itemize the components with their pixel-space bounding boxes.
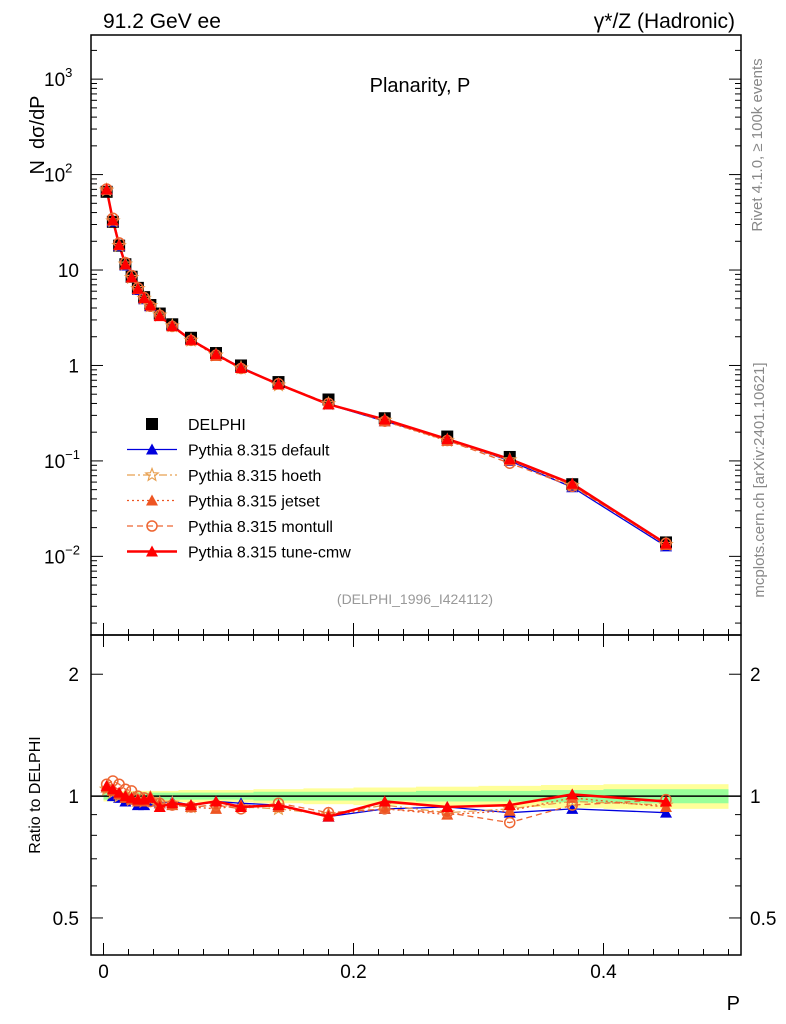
y-tick-exponent: 2 [65,161,72,176]
ratio-y-tick-label-left: 1 [68,787,79,808]
plot-title: Planarity, P [370,75,471,97]
series-ratio-point [378,795,391,807]
series-point [235,362,247,374]
x-tick-label: 0 [98,962,109,983]
x-axis-label: P [727,993,740,1015]
ratio-y-tick-label-right: 2 [750,665,761,686]
series-ratio-point [660,795,672,807]
series-ratio-point [100,779,113,791]
header-left: 91.2 GeV ee [103,10,221,33]
y-axis-label: N dσ/dP [27,95,49,174]
series-point [660,537,672,549]
y-tick-exponent: −1 [65,447,80,462]
series-ratio-point [210,795,222,807]
ratio-y-tick-label-left: 2 [68,665,79,686]
legend-label: Pythia 8.315 default [188,443,330,460]
series-ratio-point [113,786,126,798]
legend-label: DELPHI [188,417,246,434]
y-tick-label: 1 [68,356,79,377]
mcplots-label: mcplots.cern.ch [arXiv:2401.10621] [751,362,768,597]
series-point [153,310,166,322]
series-ratio-point [144,791,157,803]
legend-marker [144,466,160,482]
legend-marker [146,494,158,506]
series-point [138,291,151,303]
ratio-frame [90,634,742,956]
y-tick-label: 102 [44,161,72,187]
series-ratio-point [566,788,579,800]
legend-label: Pythia 8.315 jetset [188,494,320,511]
analysis-label: (DELPHI_1996_I424112) [337,591,493,607]
y-tick-label: 10−2 [44,542,80,568]
series-ratio-point [166,797,179,809]
ratio-y-tick-label-right: 0.5 [750,909,776,930]
legend-marker [146,545,158,557]
series-point [210,348,222,360]
y-tick-exponent: 3 [65,65,72,80]
ratio-y-tick-label-left: 0.5 [53,909,79,930]
legend-marker [146,520,158,532]
series-ratio-point [210,802,222,814]
legend: DELPHI Pythia 8.315 default Pythia 8.315 h… [127,417,351,562]
legend-label: Pythia 8.315 hoeth [188,468,321,485]
series-ratio-point [503,804,516,816]
series-ratio-point [153,800,166,812]
series-ratio-point [185,799,197,811]
legend-label: Pythia 8.315 tune-cmw [188,545,351,562]
series-point [272,378,285,390]
series-point [503,453,516,465]
legend-label: Pythia 8.315 montull [188,519,333,536]
header-right: γ*/Z (Hadronic) [594,10,735,33]
series-point [166,319,179,331]
series-point [100,183,113,195]
series-ratio-point [503,799,516,811]
series-ratio-point [235,800,247,812]
series-point [125,271,138,283]
series-point [441,433,454,445]
series-point [378,413,391,425]
y-tick-label: 103 [44,65,72,91]
series-line-main [105,189,667,545]
series-ratio-point [272,799,285,811]
series-point [119,258,132,270]
x-tick-label: 0.2 [340,962,366,983]
series-ratio-point [566,802,579,814]
y-tick-label: 10−1 [44,447,80,473]
series-ratio-point [566,799,578,811]
y-tick-exponent: −2 [65,542,80,557]
series-point [566,477,579,489]
series-ratio-point [660,806,672,818]
ratio-y-axis-label: Ratio to DELPHI [27,736,44,853]
series-point [185,333,197,345]
y-tick-label: 10 [58,261,79,282]
series-point [131,282,144,294]
x-tick-label: 0.4 [590,962,617,983]
legend-marker [146,418,158,430]
series-point [113,238,126,250]
series-ratio-point [322,810,335,822]
series-ratio-point [106,783,119,795]
series-point [322,398,335,410]
series-point [144,299,157,311]
series-ratio-point [441,800,454,812]
rivet-version-label: Rivet 4.1.0, ≥ 100k events [749,58,766,231]
series-line-main [105,188,667,544]
series-ratio-point [504,816,516,829]
series-ratio-point [378,802,391,814]
legend-marker [146,443,158,455]
series-ratio-point [660,800,672,812]
ratio-y-tick-label-right: 1 [750,787,761,808]
series-point [106,214,119,226]
